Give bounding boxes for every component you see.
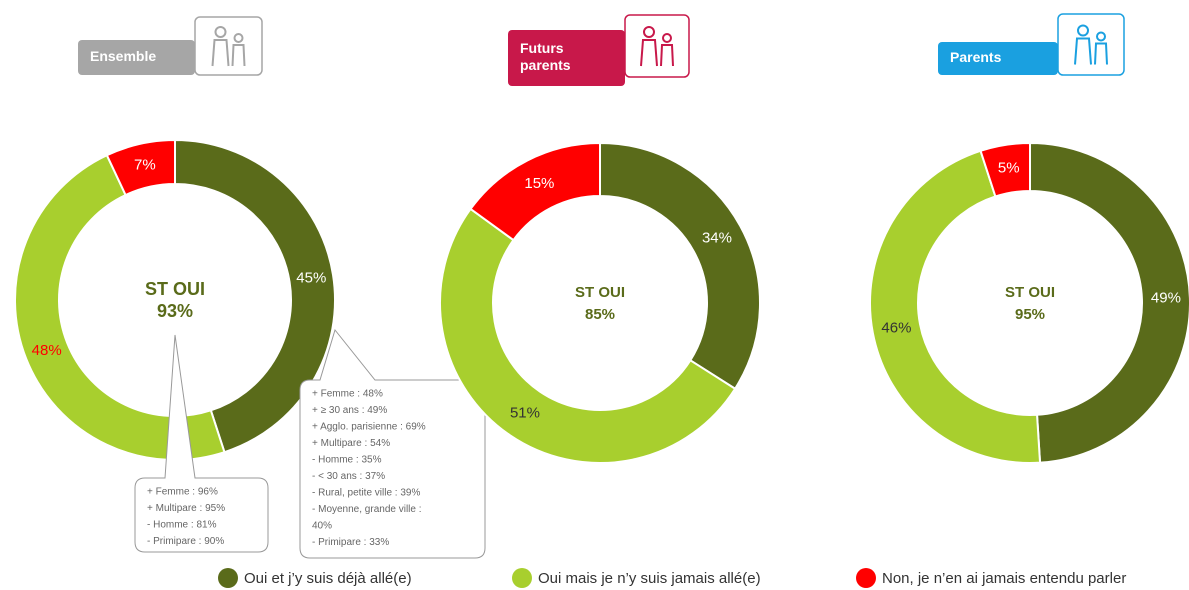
- center-title: ST OUI: [575, 284, 625, 301]
- icon-head: [214, 26, 227, 38]
- donut-segment: [14, 153, 226, 461]
- badge-label: Ensemble: [90, 48, 156, 64]
- icon-head: [662, 33, 672, 43]
- callout-line: - Moyenne, grande ville :: [312, 504, 422, 515]
- callout-box: [134, 334, 269, 553]
- legend-swatch: [512, 568, 532, 588]
- legend-label: Oui mais je n’y suis jamais allé(e): [538, 570, 761, 587]
- icon-body: [640, 39, 658, 67]
- badge-icon-box: [624, 14, 690, 78]
- callout-line: - < 30 ans : 37%: [312, 471, 385, 482]
- center-title: ST OUI: [1005, 284, 1055, 301]
- callout-line: - Homme : 81%: [147, 520, 217, 531]
- badge-icon-box: [1057, 13, 1125, 76]
- callout-line: 40%: [312, 521, 332, 532]
- donut-segment: [439, 207, 737, 464]
- value-label: 15%: [524, 175, 554, 192]
- badge: [78, 40, 195, 75]
- callout-line: + ≥ 30 ans : 49%: [312, 405, 387, 416]
- callout-line: + Agglo. parisienne : 69%: [312, 422, 426, 433]
- callout-line: - Primipare : 33%: [312, 537, 389, 548]
- center-total: 93%: [157, 301, 193, 321]
- callout-line: - Primipare : 90%: [147, 536, 224, 547]
- center-title: ST OUI: [145, 279, 205, 299]
- donut-segment: [979, 141, 1031, 198]
- icon-body: [660, 44, 674, 67]
- icon-head: [643, 26, 655, 38]
- value-label: 48%: [32, 342, 62, 359]
- donut-segment: [869, 149, 1042, 464]
- donut-segment: [174, 138, 336, 454]
- value-label: 49%: [1151, 290, 1181, 307]
- callout-line: - Homme : 35%: [312, 455, 382, 466]
- icon-head: [1096, 31, 1106, 42]
- value-label: 46%: [881, 319, 911, 336]
- callout-line: + Femme : 48%: [312, 389, 383, 400]
- badge-label: parents: [520, 57, 571, 73]
- donut-segment: [1029, 141, 1189, 464]
- badge: [938, 42, 1058, 75]
- icon-body: [1074, 37, 1092, 65]
- legend-swatch: [218, 568, 238, 588]
- donut-segment: [469, 141, 601, 242]
- legend-swatch: [856, 568, 876, 588]
- donut-segment: [599, 141, 761, 391]
- center-total: 85%: [585, 306, 615, 323]
- center-total: 95%: [1015, 306, 1045, 323]
- badge: [508, 30, 625, 86]
- donut-segment: [105, 138, 176, 197]
- callout-line: + Multipare : 54%: [312, 438, 390, 449]
- value-label: 51%: [510, 404, 540, 421]
- callout-line: + Femme : 96%: [147, 487, 218, 498]
- value-label: 7%: [134, 156, 156, 173]
- value-label: 5%: [998, 160, 1020, 177]
- value-label: 45%: [296, 269, 326, 286]
- value-label: 34%: [702, 230, 732, 247]
- legend-label: Non, je n’en ai jamais entendu parler: [882, 570, 1126, 587]
- icon-body: [211, 39, 230, 67]
- legend-label: Oui et j’y suis déjà allé(e): [244, 570, 412, 587]
- icon-head: [1077, 24, 1089, 37]
- badge-icon-box: [194, 16, 263, 76]
- badge-label: Parents: [950, 49, 1002, 65]
- callout-line: - Rural, petite ville : 39%: [312, 488, 420, 499]
- icon-head: [233, 33, 244, 43]
- badge-label: Futurs: [520, 40, 564, 56]
- icon-body: [231, 44, 246, 67]
- icon-body: [1094, 42, 1108, 65]
- callout-line: + Multipare : 95%: [147, 503, 225, 514]
